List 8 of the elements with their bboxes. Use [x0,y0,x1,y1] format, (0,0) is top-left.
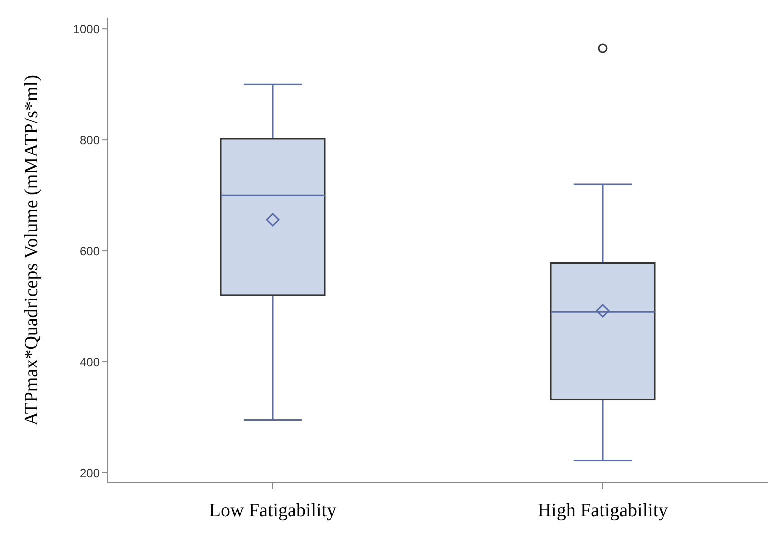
y-tick-label: 400 [80,355,100,370]
x-tick-label: Low Fatigability [209,500,338,522]
y-tick-label: 1000 [73,22,100,36]
y-tick-label: 800 [80,133,100,148]
x-tick-label: High Fatigability [538,500,669,522]
y-axis-title: ATPmax*Quadriceps Volume (mMATP/s*ml) [22,75,43,426]
y-tick-label: 600 [80,244,100,258]
y-tick-label: 200 [80,466,100,480]
